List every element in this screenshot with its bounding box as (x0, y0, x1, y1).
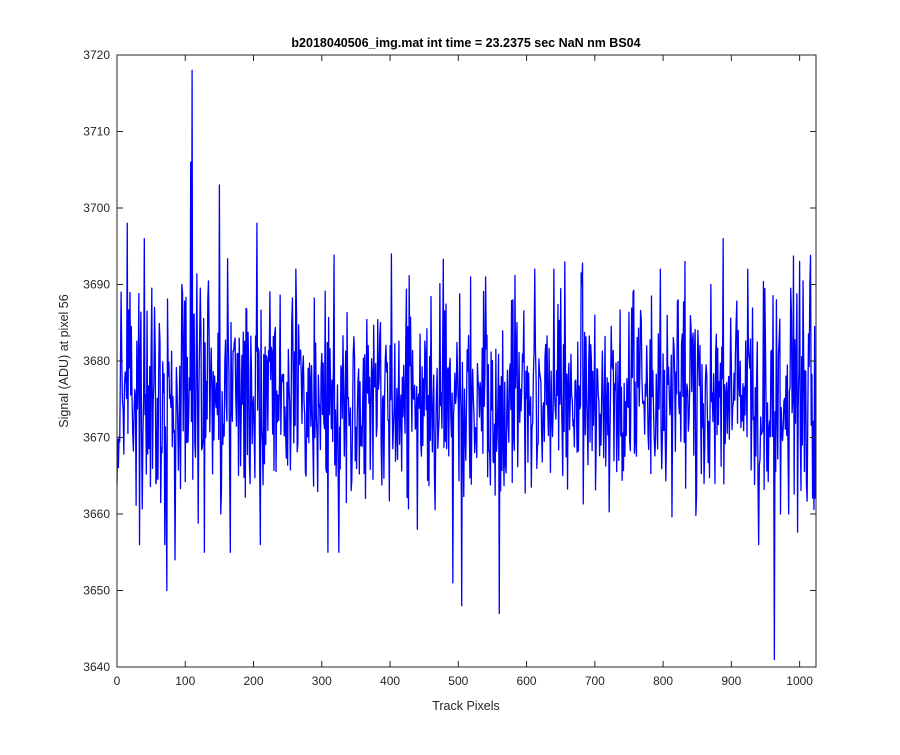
y-tick-label: 3640 (83, 660, 110, 674)
x-tick-label: 0 (114, 674, 121, 688)
x-tick-label: 700 (585, 674, 605, 688)
x-axis: 0 100 200 300 400 500 600 700 800 900 1000 (114, 55, 813, 688)
y-tick-label: 3680 (83, 354, 110, 368)
y-axis: 3640 3650 3660 3670 3680 3690 3700 3710 3720 (83, 48, 816, 674)
y-tick-label: 3700 (83, 201, 110, 215)
x-tick-label: 1000 (786, 674, 813, 688)
y-tick-label: 3650 (83, 584, 110, 598)
y-tick-label: 3690 (83, 278, 110, 292)
x-tick-label: 600 (517, 674, 537, 688)
series-line (116, 69, 816, 660)
y-tick-label: 3720 (83, 48, 110, 62)
series-layer (116, 69, 816, 660)
y-tick-label: 3670 (83, 431, 110, 445)
x-tick-label: 800 (653, 674, 673, 688)
x-tick-label: 300 (312, 674, 332, 688)
y-axis-label: Signal (ADU) at pixel 56 (57, 294, 71, 427)
chart-title: b2018040506_img.mat int time = 23.2375 s… (291, 36, 640, 50)
x-tick-label: 400 (380, 674, 400, 688)
y-tick-label: 3660 (83, 507, 110, 521)
x-tick-label: 200 (244, 674, 264, 688)
y-tick-label: 3710 (83, 125, 110, 139)
x-axis-label: Track Pixels (432, 699, 500, 713)
x-tick-label: 100 (175, 674, 195, 688)
x-tick-label: 500 (448, 674, 468, 688)
x-tick-label: 900 (721, 674, 741, 688)
